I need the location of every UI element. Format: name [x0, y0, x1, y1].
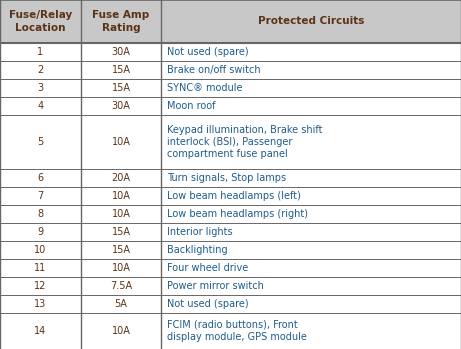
Text: Fuse Amp
Rating: Fuse Amp Rating	[92, 10, 150, 33]
Text: 10A: 10A	[112, 263, 130, 273]
Text: 30A: 30A	[112, 47, 130, 57]
Text: Not used (spare): Not used (spare)	[167, 299, 248, 309]
Bar	[0, 79, 461, 97]
Bar	[0, 115, 461, 169]
Text: 15A: 15A	[112, 65, 130, 75]
Text: 30A: 30A	[112, 101, 130, 111]
Text: Brake on/off switch: Brake on/off switch	[167, 65, 260, 75]
Bar	[0, 187, 461, 205]
Text: Turn signals, Stop lamps: Turn signals, Stop lamps	[167, 173, 286, 183]
Text: SYNC® module: SYNC® module	[167, 83, 242, 93]
Bar	[0, 295, 461, 313]
Text: 15A: 15A	[112, 227, 130, 237]
Bar	[0, 43, 461, 61]
Text: 9: 9	[37, 227, 43, 237]
Text: 15A: 15A	[112, 245, 130, 255]
Text: 14: 14	[34, 326, 47, 336]
Text: 10A: 10A	[112, 209, 130, 219]
Text: Interior lights: Interior lights	[167, 227, 232, 237]
Bar	[0, 313, 461, 349]
Text: 11: 11	[34, 263, 47, 273]
Text: 13: 13	[34, 299, 47, 309]
Bar	[0, 61, 461, 79]
Bar	[0, 0, 461, 43]
Text: 5A: 5A	[115, 299, 127, 309]
Text: 10A: 10A	[112, 326, 130, 336]
Text: Low beam headlamps (left): Low beam headlamps (left)	[167, 191, 301, 201]
Text: 15A: 15A	[112, 83, 130, 93]
Text: 10A: 10A	[112, 191, 130, 201]
Text: 6: 6	[37, 173, 43, 183]
Text: 7: 7	[37, 191, 43, 201]
Text: Keypad illumination, Brake shift
interlock (BSI), Passenger
compartment fuse pan: Keypad illumination, Brake shift interlo…	[167, 125, 322, 159]
Text: Low beam headlamps (right): Low beam headlamps (right)	[167, 209, 308, 219]
Text: Fuse/Relay
Location: Fuse/Relay Location	[9, 10, 72, 33]
Text: 1: 1	[37, 47, 43, 57]
Text: Protected Circuits: Protected Circuits	[258, 16, 364, 27]
Bar	[0, 205, 461, 223]
Text: Not used (spare): Not used (spare)	[167, 47, 248, 57]
Text: 10: 10	[34, 245, 47, 255]
Text: 5: 5	[37, 137, 43, 147]
Bar	[0, 169, 461, 187]
Bar	[0, 97, 461, 115]
Text: 2: 2	[37, 65, 43, 75]
Text: Power mirror switch: Power mirror switch	[167, 281, 264, 291]
Text: 3: 3	[37, 83, 43, 93]
Text: 8: 8	[37, 209, 43, 219]
Text: Backlighting: Backlighting	[167, 245, 228, 255]
Bar	[0, 223, 461, 241]
Text: 4: 4	[37, 101, 43, 111]
Bar	[0, 259, 461, 277]
Text: Moon roof: Moon roof	[167, 101, 215, 111]
Bar	[0, 241, 461, 259]
Text: 7.5A: 7.5A	[110, 281, 132, 291]
Bar	[0, 277, 461, 295]
Text: 20A: 20A	[112, 173, 130, 183]
Text: 12: 12	[34, 281, 47, 291]
Text: Four wheel drive: Four wheel drive	[167, 263, 248, 273]
Text: 10A: 10A	[112, 137, 130, 147]
Text: FCIM (radio buttons), Front
display module, GPS module: FCIM (radio buttons), Front display modu…	[167, 320, 307, 342]
